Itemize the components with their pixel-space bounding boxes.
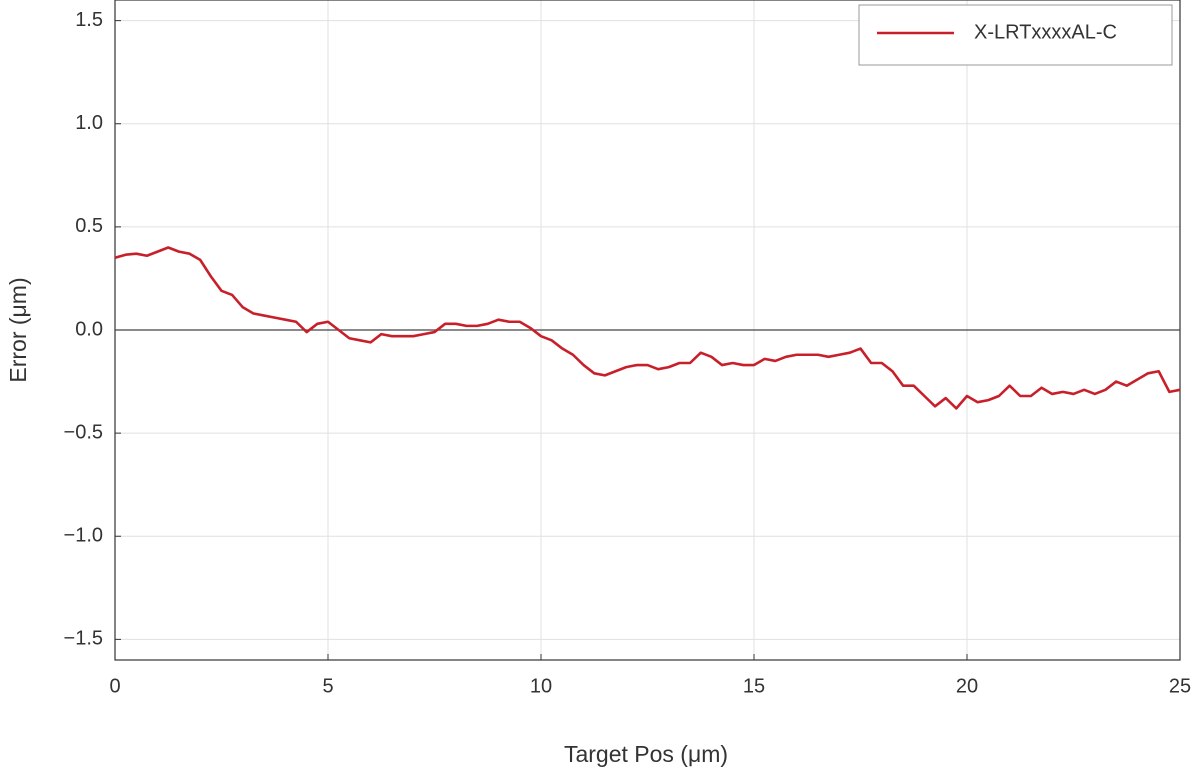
x-tick-label: 20 xyxy=(956,675,978,697)
y-tick-label: −1.0 xyxy=(64,525,103,547)
y-tick-label: 1.5 xyxy=(75,9,103,31)
data-line xyxy=(114,246,1181,410)
y-tick-label: 0.5 xyxy=(75,215,103,237)
y-tick-label: 0.0 xyxy=(75,318,103,340)
legend-box xyxy=(858,4,1173,66)
y-tick-label: −1.5 xyxy=(64,628,103,650)
y-tick-label: −0.5 xyxy=(64,421,103,443)
x-axis-label: Target Pos (μm) xyxy=(564,741,728,767)
x-tick-label: 10 xyxy=(530,675,552,697)
x-tick-label: 15 xyxy=(743,675,765,697)
y-axis-label: Error (μm) xyxy=(5,277,31,382)
x-tick-label: 25 xyxy=(1169,675,1191,697)
legend-label: X-LRTxxxxAL-C xyxy=(974,21,1117,43)
x-tick-label: 0 xyxy=(109,675,120,697)
x-tick-label: 5 xyxy=(322,675,333,697)
y-tick-label: 1.0 xyxy=(75,112,103,134)
